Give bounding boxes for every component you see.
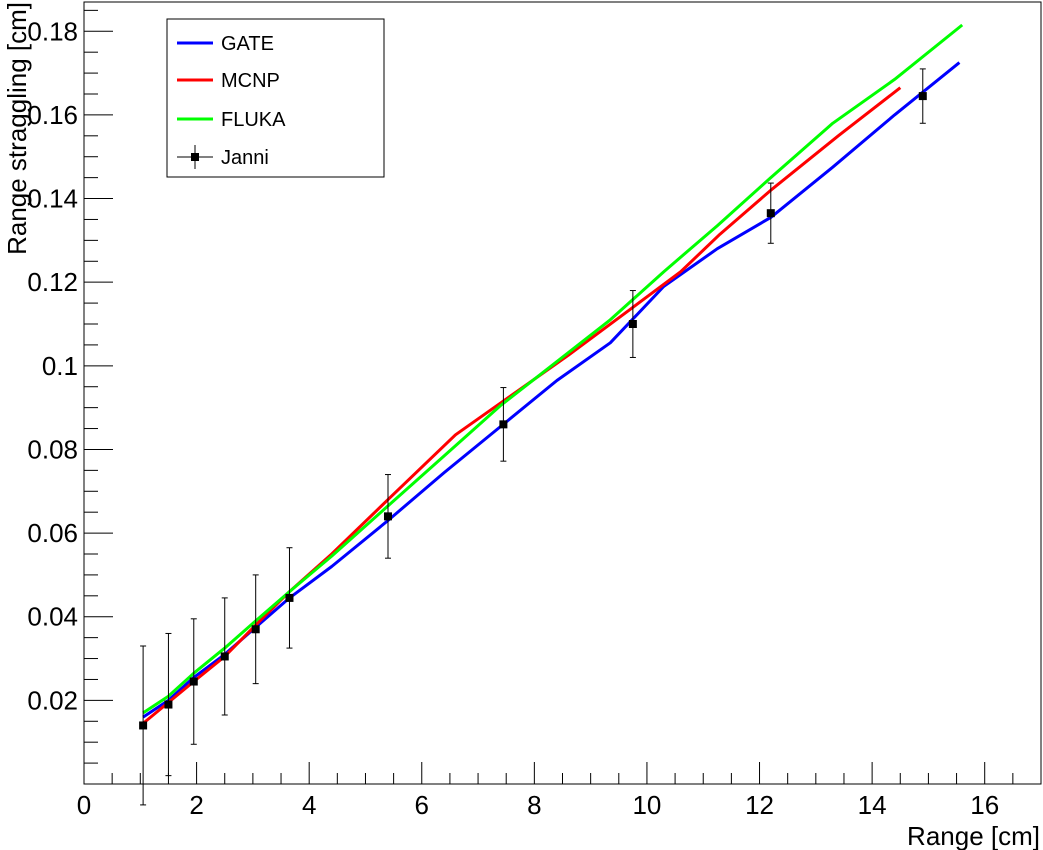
janni-data-point <box>383 512 392 521</box>
x-tick-label: 16 <box>970 790 999 820</box>
y-tick-label: 0.06 <box>27 518 78 548</box>
axes-layer: 0 2 4 6 8 10 12 14 16 0.02 0.04 0.06 0.08 0.1 0.12 0.14… <box>27 9 1042 820</box>
janni-data-point <box>164 700 173 709</box>
janni-data-point <box>189 677 198 686</box>
x-tick-label: 14 <box>858 790 887 820</box>
legend-box <box>166 18 385 178</box>
x-tick-label: 10 <box>632 790 661 820</box>
janni-data-point <box>251 625 260 634</box>
janni-data-point <box>918 92 927 101</box>
x-tick-label: 4 <box>302 790 316 820</box>
janni-data-point <box>499 420 508 429</box>
legend-label-janni: Janni <box>221 147 269 169</box>
x-tick-label: 2 <box>189 790 203 820</box>
y-tick-label: 0.12 <box>27 267 78 297</box>
legend: GATE MCNP FLUKA Janni <box>166 18 385 178</box>
y-axis-title: Range straggling [cm] <box>2 2 32 255</box>
y-tick-label: 0.1 <box>42 351 78 381</box>
legend-label-mcnp: MCNP <box>221 70 280 92</box>
x-tick-label: 8 <box>527 790 541 820</box>
gate-series-line <box>142 61 961 719</box>
janni-data-point <box>628 320 637 328</box>
y-tick-label: 0.02 <box>27 685 78 715</box>
y-tick-label: 0.14 <box>27 184 78 214</box>
y-tick-label: 0.08 <box>27 434 78 464</box>
y-tick-label: 0.16 <box>27 100 78 130</box>
legend-label-gate: GATE <box>221 33 274 55</box>
fluka-series-line <box>142 23 964 715</box>
janni-data-point <box>766 209 775 218</box>
janni-data-point <box>285 593 294 602</box>
janni-data-point <box>220 652 229 661</box>
mcnp-series-line <box>142 86 902 725</box>
x-tick-label: 0 <box>77 790 91 820</box>
y-tick-label: 0.04 <box>27 602 78 632</box>
x-tick-label: 12 <box>745 790 774 820</box>
legend-label-fluka: FLUKA <box>221 109 286 131</box>
x-tick-label: 6 <box>415 790 429 820</box>
x-axis-title: Range [cm] <box>907 821 1040 850</box>
legend-swatch-janni-marker <box>191 153 199 161</box>
janni-data-point <box>139 721 148 730</box>
y-tick-label: 0.18 <box>27 16 78 46</box>
series-layer <box>139 23 964 806</box>
